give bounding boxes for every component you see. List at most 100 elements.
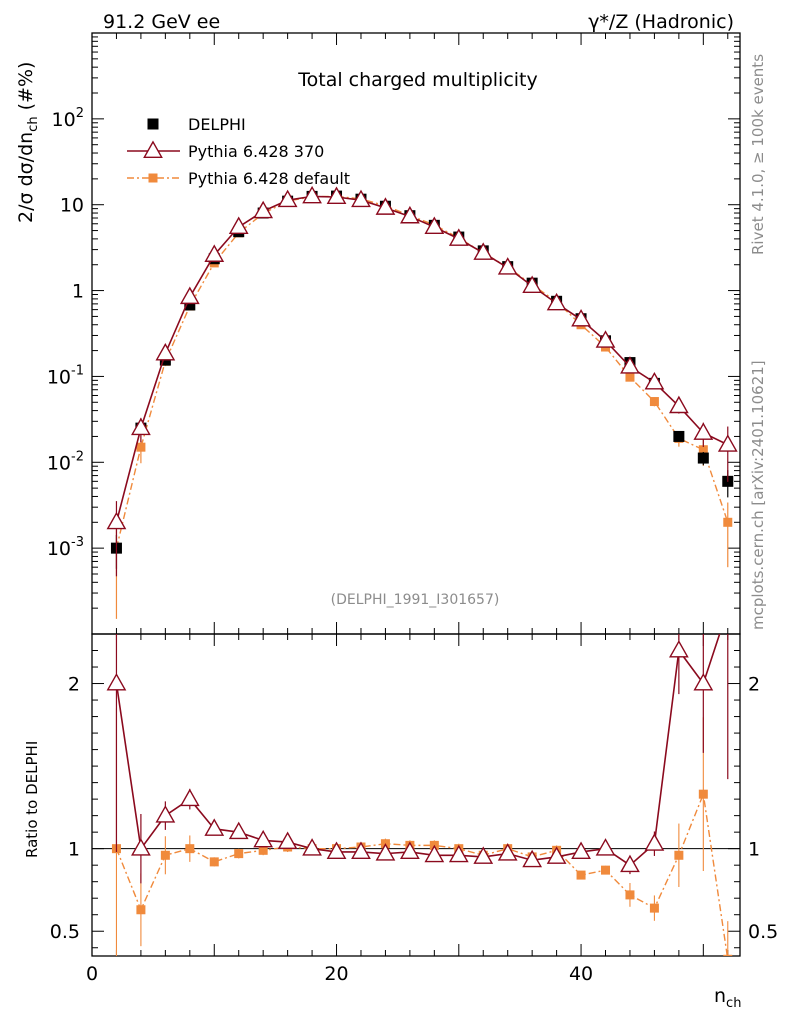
- y-tick-mantissa: 10: [60, 195, 84, 217]
- pythia-370-point: [351, 189, 371, 208]
- pythia-370-point: [253, 200, 274, 219]
- ratio-370-point: [228, 821, 249, 840]
- pythia-370-point: [155, 342, 176, 361]
- plot-title: Total charged multiplicity: [297, 69, 537, 91]
- pythia-370-point: [522, 275, 543, 294]
- ratio-tick-label-right: 0.5: [748, 921, 778, 943]
- y-axis-label-sub: ch: [26, 116, 41, 131]
- legend-swatch-370: [143, 140, 163, 159]
- ratio-370-point: [155, 805, 176, 823]
- rivet-label: Rivet 4.1.0, ≥ 100k events: [749, 54, 767, 255]
- ratio-default-point: [258, 845, 268, 855]
- ratio-370-point: [644, 833, 665, 851]
- pythia-370-point: [595, 330, 616, 348]
- ratio-370-point: [351, 841, 371, 859]
- process-label: γ*/Z (Hadronic): [588, 11, 734, 33]
- ratio-tick-label: 0.5: [50, 921, 80, 943]
- pythia-default-point: [698, 445, 708, 455]
- ratio-default-point: [723, 954, 733, 956]
- pythia-default-point: [136, 442, 146, 452]
- legend-swatch-delphi: [147, 118, 159, 130]
- x-axis-label: nch: [714, 985, 741, 1011]
- pythia-370-point: [717, 434, 738, 452]
- pythia-370-point: [473, 242, 494, 260]
- ratio-default-point: [625, 890, 635, 900]
- ratio-tick-label: 1: [68, 839, 80, 861]
- legend-swatch-default: [148, 173, 158, 183]
- ratio-370-point: [620, 854, 640, 873]
- y-tick-label: 10-2: [47, 449, 84, 474]
- x-tick-label: 20: [324, 963, 348, 985]
- y-tick-label: 10: [60, 195, 84, 217]
- y-tick-label: 1: [72, 281, 84, 303]
- pythia-default-point: [625, 372, 635, 382]
- pythia-370-point: [668, 395, 689, 414]
- ratio-370-point: [424, 844, 445, 863]
- pythia-370-point: [571, 309, 591, 327]
- ratio-default-point: [160, 850, 170, 860]
- ratio-default-point: [234, 849, 244, 859]
- energy-label: 91.2 GeV ee: [103, 11, 220, 33]
- mcplots-label: mcplots.cern.ch [arXiv:2401.10621]: [749, 360, 767, 630]
- ratio-default-point: [136, 905, 146, 915]
- pythia-370-point: [424, 216, 445, 235]
- ratio-tick-label-right: 2: [748, 674, 760, 696]
- pythia-370-point: [693, 422, 714, 440]
- pythia-370-point: [400, 205, 420, 224]
- pythia-370-point: [448, 228, 469, 246]
- legend-label: DELPHI: [188, 115, 246, 134]
- pythia-370-point: [497, 257, 518, 275]
- ratio-370-point: [204, 818, 225, 836]
- pythia-370-point: [179, 286, 200, 305]
- ratio-tick-label-right: 1: [748, 839, 760, 861]
- ratio-370-point: [473, 846, 494, 864]
- pythia-370-point: [302, 185, 322, 204]
- ratio-default-line: [115, 791, 728, 956]
- y-tick-mantissa: 10: [47, 366, 71, 388]
- ratio-plot-frame: [91, 633, 741, 957]
- y-tick-exponent: -2: [71, 449, 84, 464]
- ratio-370-point: [571, 841, 591, 859]
- analysis-label: (DELPHI_1991_I301657): [331, 592, 500, 608]
- ratio-370-point: [668, 639, 689, 658]
- delphi-point: [697, 452, 709, 464]
- y-axis-label: 2/σ dσ/dnch (#%): [15, 62, 41, 223]
- ratio-370-point: [131, 838, 151, 856]
- ratio-default-point: [576, 870, 586, 880]
- ratio-default-point: [674, 850, 684, 860]
- y-tick-mantissa: 1: [72, 281, 84, 303]
- pythia-370-point: [277, 189, 298, 208]
- ratio-370-line: [115, 634, 721, 867]
- y-tick-exponent: -1: [71, 363, 84, 378]
- ratio-370-point: [693, 673, 714, 691]
- delphi-point: [184, 299, 196, 311]
- y-tick-label: 10-3: [47, 535, 84, 560]
- y-tick-exponent: -3: [71, 535, 84, 550]
- ratio-default-point: [209, 857, 219, 867]
- delphi-point: [673, 430, 685, 442]
- y-tick-mantissa: 10: [47, 452, 71, 474]
- ratio-y-label: Ratio to DELPHI: [23, 741, 41, 858]
- y-tick-mantissa: 10: [52, 109, 76, 131]
- ratio-default-point: [698, 789, 708, 799]
- ratio-default-point: [601, 865, 611, 875]
- x-axis-label-main: n: [714, 985, 726, 1007]
- legend-label: Pythia 6.428 default: [188, 169, 350, 188]
- main-series: [106, 185, 738, 619]
- y-axis-label-main: 2/σ dσ/dn: [15, 132, 37, 223]
- y-tick-exponent: 2: [76, 106, 84, 121]
- x-tick-label: 0: [86, 963, 98, 985]
- ratio-370-point: [546, 846, 567, 864]
- ratio-370-point: [497, 843, 518, 861]
- y-tick-label: 10-1: [47, 363, 84, 388]
- ratio-370-point: [719, 600, 736, 615]
- legend: DELPHI Pythia 6.428 370 Pythia 6.428 defau…: [127, 115, 350, 188]
- pythia-370-point: [546, 292, 567, 311]
- pythia-370-point: [106, 511, 127, 530]
- x-axis-label-sub: ch: [726, 996, 741, 1011]
- pythia-370-point: [644, 371, 665, 390]
- pythia-370-point: [131, 417, 151, 436]
- ratio-370-point: [448, 844, 469, 863]
- ratio-370-point: [522, 849, 543, 868]
